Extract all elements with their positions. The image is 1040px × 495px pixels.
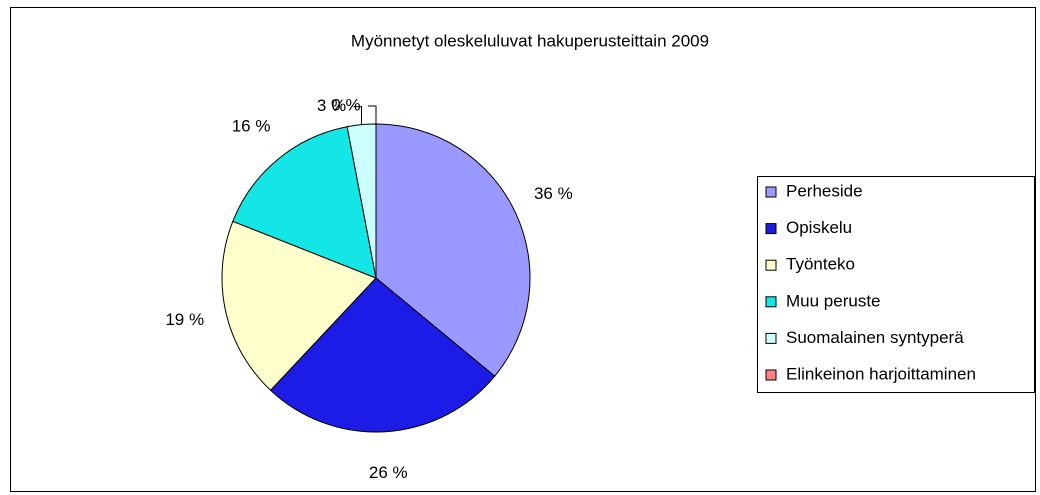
leader-line: [368, 105, 377, 124]
legend-swatch: [765, 259, 777, 271]
legend-label: Elinkeinon harjoittaminen: [786, 364, 976, 383]
data-label: 36 %: [534, 184, 573, 203]
legend-box: [757, 176, 1035, 393]
legend-label: Työnteko: [786, 255, 855, 274]
legend-label: Perheside: [786, 181, 863, 200]
legend-swatch: [765, 186, 777, 198]
legend-swatch: [765, 332, 777, 344]
data-label: 26 %: [369, 463, 408, 482]
legend-label: Opiskelu: [786, 218, 852, 237]
data-label: 0 %: [331, 95, 360, 114]
pie-slice: [221, 220, 377, 391]
pie-slice: [269, 277, 496, 433]
legend-swatch: [765, 223, 777, 235]
data-label: 3 %: [317, 96, 346, 115]
legend-label: Suomalainen syntyperä: [786, 328, 964, 347]
legend-label: Muu peruste: [786, 291, 881, 310]
data-label: 19 %: [165, 310, 204, 329]
legend-swatch: [765, 296, 777, 308]
legend-swatch: [765, 369, 777, 381]
leader-line: [353, 106, 363, 125]
pie-slice: [375, 123, 531, 377]
data-label: 16 %: [232, 116, 271, 135]
chart-title: Myönnetyt oleskeluluvat hakuperusteittai…: [351, 31, 709, 50]
pie-slice: [232, 126, 377, 279]
